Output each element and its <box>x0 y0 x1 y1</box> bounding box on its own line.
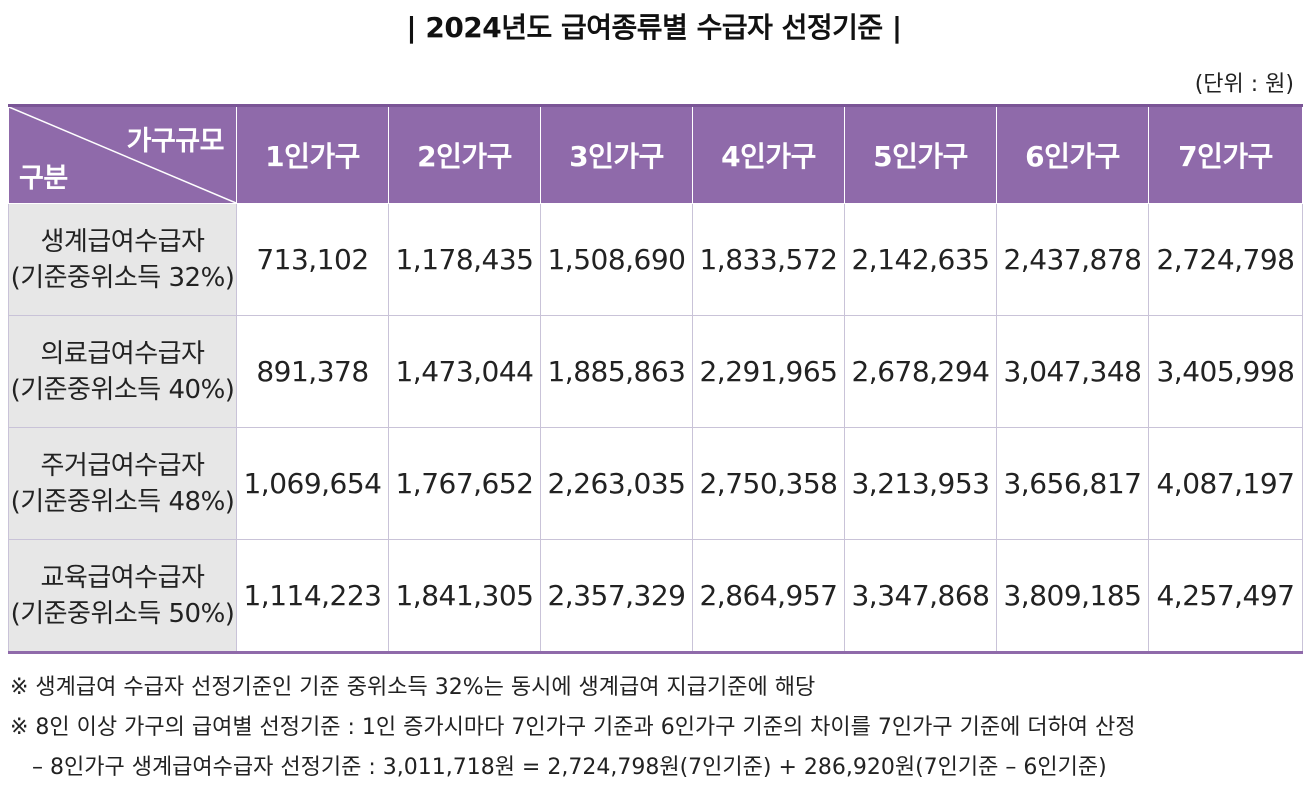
table-cell: 1,508,690 <box>540 203 693 316</box>
table-cell: 2,724,798 <box>1148 203 1303 316</box>
row-header: 교육급여수급자 (기준중위소득 50%) <box>8 539 237 654</box>
footnote-example: – 8인가구 생계급여수급자 선정기준 : 3,011,718원 = 2,724… <box>32 755 1107 780</box>
diagonal-divider <box>9 107 236 203</box>
row-header-sub: (기준중위소득 40%) <box>10 374 235 405</box>
table-cell: 4,257,497 <box>1148 539 1303 654</box>
table-cell: 2,357,329 <box>540 539 693 654</box>
row-header: 생계급여수급자 (기준중위소득 32%) <box>8 203 237 316</box>
column-header: 4인가구 <box>692 104 845 204</box>
table-cell: 3,213,953 <box>844 427 997 540</box>
table-cell: 2,142,635 <box>844 203 997 316</box>
table-cell: 1,178,435 <box>388 203 541 316</box>
table-cell: 1,069,654 <box>236 427 389 540</box>
table-cell: 2,864,957 <box>692 539 845 654</box>
table-cell: 3,347,868 <box>844 539 997 654</box>
table-cell: 1,885,863 <box>540 315 693 428</box>
row-header: 주거급여수급자 (기준중위소득 48%) <box>8 427 237 540</box>
row-header-name: 주거급여수급자 <box>40 450 205 481</box>
row-header: 의료급여수급자 (기준중위소득 40%) <box>8 315 237 428</box>
table-cell: 2,678,294 <box>844 315 997 428</box>
table-row: 생계급여수급자 (기준중위소득 32%) 713,102 1,178,435 1… <box>8 203 1303 316</box>
row-header-sub: (기준중위소득 50%) <box>10 598 235 629</box>
table-cell: 3,405,998 <box>1148 315 1303 428</box>
criteria-table: 가구규모 구분 1인가구 2인가구 3인가구 4인가구 5인가구 6인가구 7인… <box>8 104 1303 654</box>
footnotes: ※ 생계급여 수급자 선정기준인 기준 중위소득 32%는 동시에 생계급여 지… <box>10 668 1136 788</box>
row-header-sub: (기준중위소득 32%) <box>10 262 235 293</box>
page-title: | 2024년도 급여종류별 수급자 선정기준 | <box>406 11 902 44</box>
row-header-name: 의료급여수급자 <box>40 338 205 369</box>
table-row: 의료급여수급자 (기준중위소득 40%) 891,378 1,473,044 1… <box>8 315 1303 428</box>
unit-label: (단위 : 원) <box>1194 72 1294 97</box>
corner-header-cell: 가구규모 구분 <box>8 104 237 204</box>
row-header-sub: (기준중위소득 48%) <box>10 486 235 517</box>
table-cell: 1,473,044 <box>388 315 541 428</box>
table-cell: 891,378 <box>236 315 389 428</box>
table-cell: 2,750,358 <box>692 427 845 540</box>
table-cell: 3,656,817 <box>996 427 1149 540</box>
table-cell: 4,087,197 <box>1148 427 1303 540</box>
table-cell: 3,809,185 <box>996 539 1149 654</box>
row-header-name: 생계급여수급자 <box>40 226 205 257</box>
table-row: 주거급여수급자 (기준중위소득 48%) 1,069,654 1,767,652… <box>8 427 1303 540</box>
table-row: 교육급여수급자 (기준중위소득 50%) 1,114,223 1,841,305… <box>8 539 1303 654</box>
table-cell: 1,114,223 <box>236 539 389 654</box>
column-header: 6인가구 <box>996 104 1149 204</box>
footnote: ※ 8인 이상 가구의 급여별 선정기준 : 1인 증가시마다 7인가구 기준과… <box>10 715 1136 740</box>
column-header: 7인가구 <box>1148 104 1303 204</box>
table-cell: 713,102 <box>236 203 389 316</box>
column-header: 3인가구 <box>540 104 693 204</box>
table-cell: 2,291,965 <box>692 315 845 428</box>
column-header: 1인가구 <box>236 104 389 204</box>
footnote: ※ 생계급여 수급자 선정기준인 기준 중위소득 32%는 동시에 생계급여 지… <box>10 675 816 700</box>
row-header-name: 교육급여수급자 <box>40 562 205 593</box>
category-label: 구분 <box>19 163 68 194</box>
table-cell: 3,047,348 <box>996 315 1149 428</box>
table-cell: 2,437,878 <box>996 203 1149 316</box>
column-header: 2인가구 <box>388 104 541 204</box>
column-header: 5인가구 <box>844 104 997 204</box>
table-cell: 1,833,572 <box>692 203 845 316</box>
table-cell: 2,263,035 <box>540 427 693 540</box>
header-row: 가구규모 구분 1인가구 2인가구 3인가구 4인가구 5인가구 6인가구 7인… <box>8 104 1303 204</box>
household-size-label: 가구규모 <box>126 126 225 157</box>
table-cell: 1,767,652 <box>388 427 541 540</box>
table-cell: 1,841,305 <box>388 539 541 654</box>
